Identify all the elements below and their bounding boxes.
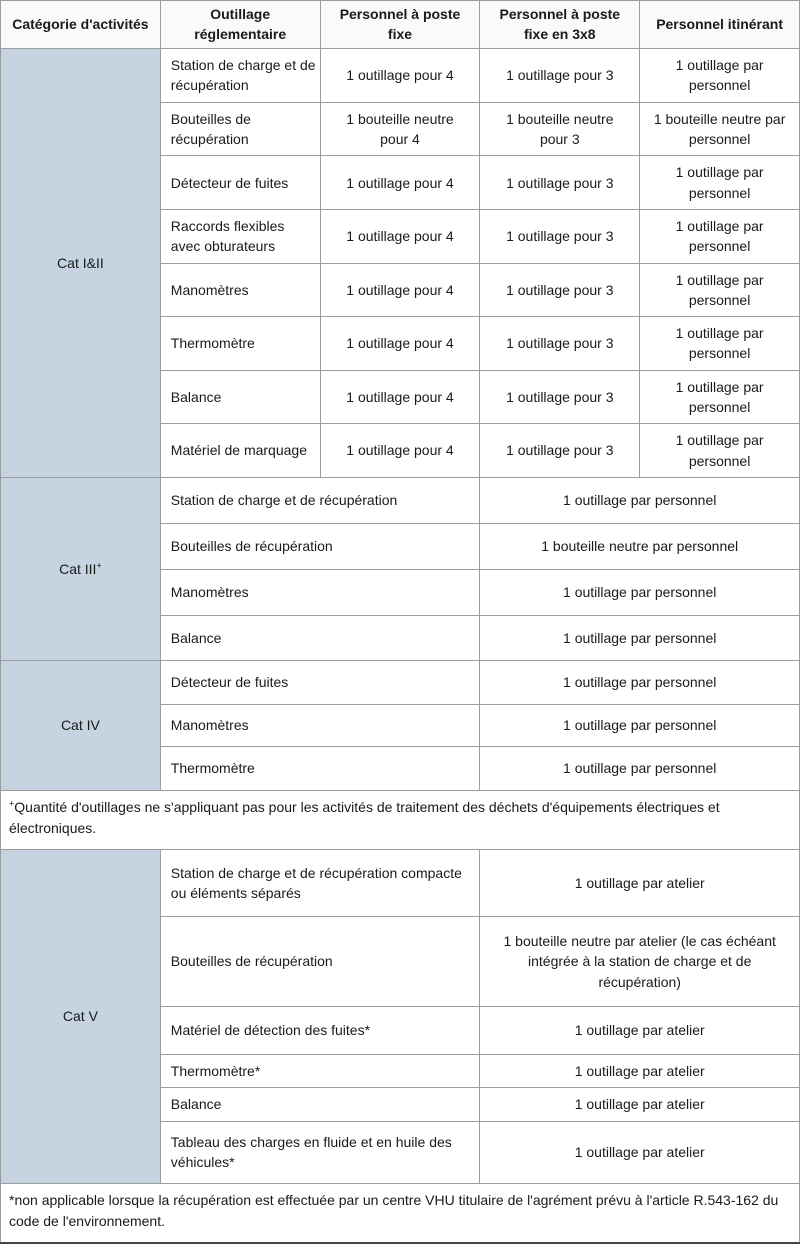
value-cell: 1 bouteille neutre par personnel — [479, 522, 800, 570]
category-cell-cat4: Cat IV — [0, 659, 161, 791]
value-cell-fixe: 1 outillage pour 4 — [319, 369, 481, 425]
value-cell: 1 outillage par atelier — [479, 1087, 800, 1122]
value-cell: 1 outillage par personnel — [479, 568, 800, 616]
value-cell-fixe-3x8: 1 bouteille neutre pour 3 — [479, 101, 641, 157]
value-cell: 1 outillage par atelier — [479, 1053, 800, 1089]
outillage-cell: Bouteilles de récupération — [159, 522, 481, 570]
value-cell: 1 outillage par personnel — [479, 476, 800, 524]
footnote-row: *non applicable lorsque la récupération … — [0, 1182, 800, 1244]
value-cell-fixe: 1 outillage pour 4 — [319, 208, 481, 264]
outillage-cell: Manomètres — [159, 262, 321, 318]
value-cell-fixe: 1 outillage pour 4 — [319, 155, 481, 210]
value-cell-itinerant: 1 outillage par personnel — [639, 48, 800, 103]
outillage-cell: Balance — [159, 614, 481, 661]
table-row: Thermomètre 1 outillage par personnel — [1, 745, 800, 791]
outillage-cell: Balance — [159, 369, 321, 425]
value-cell-fixe: 1 outillage pour 4 — [319, 316, 481, 371]
category-cell-cat3: Cat III+ — [0, 476, 161, 661]
value-cell-itinerant: 1 outillage par personnel — [639, 155, 800, 210]
outillage-cell: Manomètres — [159, 568, 481, 616]
value-cell-itinerant: 1 bouteille neutre par personnel — [639, 101, 800, 157]
footnote-marker: + — [9, 798, 15, 809]
value-cell: 1 bouteille neutre par atelier (le cas é… — [479, 915, 800, 1007]
value-cell: 1 outillage par personnel — [479, 614, 800, 661]
table-row: Manomètres 1 outillage pour 4 1 outillag… — [1, 262, 800, 318]
value-cell: 1 outillage par atelier — [479, 1005, 800, 1055]
value-cell: 1 outillage par personnel — [479, 659, 800, 705]
footnote-non-applicable: *non applicable lorsque la récupération … — [0, 1182, 800, 1244]
value-cell-fixe: 1 outillage pour 4 — [319, 262, 481, 318]
outillage-cell: Thermomètre — [159, 316, 321, 371]
table-row: Thermomètre 1 outillage pour 4 1 outilla… — [1, 316, 800, 371]
outillage-cell: Bouteilles de récupération — [159, 101, 321, 157]
value-cell: 1 outillage par personnel — [479, 703, 800, 747]
value-cell-fixe-3x8: 1 outillage pour 3 — [479, 316, 641, 371]
table-row: Matériel de détection des fuites* 1 outi… — [1, 1005, 800, 1055]
footnote-quantite: +Quantité d'outillages ne s'appliquant p… — [0, 789, 800, 850]
value-cell-itinerant: 1 outillage par personnel — [639, 208, 800, 264]
table-row: Cat V Station de charge et de récupérati… — [0, 848, 800, 1184]
value-cell-itinerant: 1 outillage par personnel — [639, 369, 800, 425]
value-cell-fixe-3x8: 1 outillage pour 3 — [479, 48, 641, 103]
column-header-categorie: Catégorie d'activités — [0, 0, 161, 50]
outillage-cell: Matériel de détection des fuites* — [159, 1005, 481, 1055]
table-row: Balance 1 outillage par personnel — [1, 614, 800, 661]
table-row: Bouteilles de récupération 1 bouteille n… — [1, 101, 800, 157]
outillage-cell: Détecteur de fuites — [159, 659, 481, 705]
outillage-cell: Détecteur de fuites — [159, 155, 321, 210]
value-cell-fixe-3x8: 1 outillage pour 3 — [479, 208, 641, 264]
outillage-cell: Station de charge et de récupération — [159, 48, 321, 103]
outillage-cell: Bouteilles de récupération — [159, 915, 481, 1007]
table-row: Balance 1 outillage pour 4 1 outillage p… — [1, 369, 800, 425]
table-row: Manomètres 1 outillage par personnel — [1, 703, 800, 747]
outillage-cell: Thermomètre* — [159, 1053, 481, 1089]
footnote-row: +Quantité d'outillages ne s'appliquant p… — [0, 789, 800, 850]
value-cell-fixe: 1 outillage pour 4 — [319, 423, 481, 478]
table-row: Cat I&II Station de charge et de récupér… — [0, 48, 800, 478]
outillage-cell: Raccords flexibles avec obturateurs — [159, 208, 321, 264]
column-header-outillage: Outillage réglementaire — [159, 0, 321, 50]
outillage-cell: Matériel de marquage — [159, 423, 321, 478]
outillage-cell: Manomètres — [159, 703, 481, 747]
header-row: Catégorie d'activités Outillage réglemen… — [0, 0, 800, 50]
value-cell-fixe: 1 outillage pour 4 — [319, 48, 481, 103]
column-header-poste-fixe: Personnel à poste fixe — [319, 0, 481, 50]
outillage-cell: Tableau des charges en fluide et en huil… — [159, 1120, 481, 1184]
column-header-poste-fixe-3x8: Personnel à poste fixe en 3x8 — [479, 0, 641, 50]
category-footnote-marker: + — [96, 560, 102, 571]
value-cell-fixe-3x8: 1 outillage pour 3 — [479, 369, 641, 425]
value-cell-itinerant: 1 outillage par personnel — [639, 316, 800, 371]
table-row: Cat IV Détecteur de fuites 1 outillage p… — [0, 659, 800, 791]
outillage-cell: Thermomètre — [159, 745, 481, 791]
table-row: Matériel de marquage 1 outillage pour 4 … — [1, 423, 800, 478]
value-cell: 1 outillage par personnel — [479, 745, 800, 791]
outillage-cell: Station de charge et de récupération com… — [159, 848, 481, 917]
value-cell: 1 outillage par atelier — [479, 1120, 800, 1184]
column-header-itinerant: Personnel itinérant — [639, 0, 800, 50]
value-cell-fixe: 1 bouteille neutre pour 4 — [319, 101, 481, 157]
footnote-text: Quantité d'outillages ne s'appliquant pa… — [9, 798, 720, 836]
table-row: Raccords flexibles avec obturateurs 1 ou… — [1, 208, 800, 264]
category-cell-cat1-2: Cat I&II — [0, 48, 161, 478]
table-row: Cat III+ Station de charge et de récupér… — [0, 476, 800, 661]
value-cell-itinerant: 1 outillage par personnel — [639, 262, 800, 318]
value-cell-fixe-3x8: 1 outillage pour 3 — [479, 423, 641, 478]
category-cell-cat5: Cat V — [0, 848, 161, 1184]
table-row: Bouteilles de récupération 1 bouteille n… — [1, 522, 800, 570]
table-row: Bouteilles de récupération 1 bouteille n… — [1, 915, 800, 1007]
value-cell-itinerant: 1 outillage par personnel — [639, 423, 800, 478]
table-row: Balance 1 outillage par atelier — [1, 1087, 800, 1122]
table-row: Détecteur de fuites 1 outillage pour 4 1… — [1, 155, 800, 210]
value-cell-fixe-3x8: 1 outillage pour 3 — [479, 155, 641, 210]
value-cell-fixe-3x8: 1 outillage pour 3 — [479, 262, 641, 318]
footnote-text: non applicable lorsque la récupération e… — [9, 1191, 779, 1229]
outillage-cell: Station de charge et de récupération — [159, 476, 481, 524]
outillage-cell: Balance — [159, 1087, 481, 1122]
value-cell: 1 outillage par atelier — [479, 848, 800, 917]
category-label: Cat III — [59, 560, 97, 577]
